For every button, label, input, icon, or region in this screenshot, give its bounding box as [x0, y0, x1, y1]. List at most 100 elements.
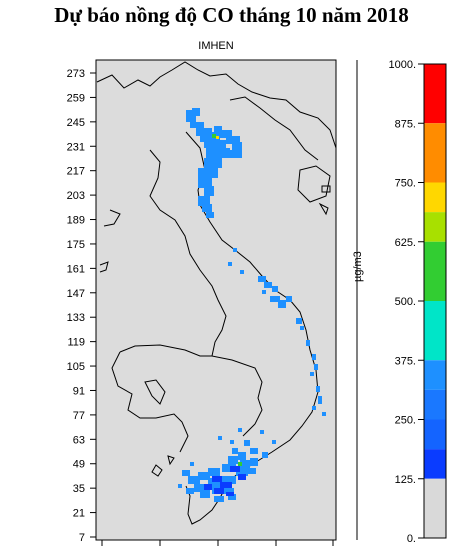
co-cell: [310, 372, 314, 376]
colorbar-unit-label: µg/m3: [352, 251, 364, 282]
co-cell: [314, 364, 318, 370]
colorbar-tick-label: 625.: [395, 237, 416, 249]
co-cell: [248, 468, 256, 474]
map-subtitle: IMHEN: [198, 40, 234, 52]
colorbar-segment: [424, 123, 446, 183]
co-cell: [208, 468, 220, 476]
co-cell: [222, 476, 236, 484]
co-cell: [186, 488, 194, 494]
co-cell: [226, 492, 234, 496]
co-cell: [236, 468, 248, 476]
colorbar-segment: [424, 419, 446, 450]
y-tick-label: 49: [73, 459, 85, 471]
co-cell: [188, 476, 200, 484]
y-tick-label: 119: [67, 337, 85, 349]
co-cell: [186, 110, 192, 116]
colorbar: 1000. 875. 750. 625. 500. 375. 250. 125. 0.: [388, 59, 447, 545]
co-cell: [232, 448, 238, 454]
co-cell: [238, 462, 242, 466]
co-cell: [222, 130, 232, 138]
co-cell: [190, 122, 204, 128]
colorbar-tick-label: 0.: [407, 533, 416, 545]
co-cell: [272, 440, 276, 444]
co-cell: [260, 430, 264, 434]
co-cell: [312, 406, 316, 410]
co-cell: [214, 488, 224, 494]
co-cell: [316, 386, 320, 392]
co-cell: [250, 458, 258, 466]
co-cell: [178, 484, 182, 488]
colorbar-tick-label: 1000.: [388, 59, 416, 71]
colorbar-segment: [424, 241, 446, 301]
co-cell: [212, 134, 216, 138]
co-cell: [222, 488, 234, 494]
co-cell: [306, 340, 310, 346]
y-tick-label: 21: [73, 508, 85, 520]
y-tick-label: 35: [73, 483, 85, 495]
co-cell: [186, 116, 196, 122]
co-cell: [250, 448, 258, 454]
colorbar-segment: [424, 360, 446, 390]
co-cell: [220, 482, 232, 488]
co-cell: [218, 436, 222, 440]
co-cell: [226, 136, 240, 144]
co-cell: [233, 248, 237, 252]
co-cell: [228, 456, 238, 464]
co-cell: [214, 496, 224, 502]
co-cell: [190, 462, 194, 466]
x-axis-ticks: [101, 540, 334, 546]
y-tick-label: 161: [67, 263, 85, 275]
co-cell: [322, 412, 326, 416]
co-cell: [228, 494, 236, 500]
co-cell: [212, 476, 222, 482]
co-cell: [196, 128, 212, 136]
y-tick-label: 63: [73, 434, 85, 446]
co-cell: [300, 326, 304, 330]
co-cell: [200, 490, 210, 498]
co-cell: [218, 148, 230, 158]
colorbar-tick-label: 875.: [395, 118, 416, 130]
colorbar-segment: [424, 389, 446, 420]
y-tick-label: 77: [73, 410, 85, 422]
co-cell: [278, 300, 286, 308]
y-axis: 2732592452312172031891751611471331191059…: [67, 68, 96, 544]
co-cell: [194, 484, 208, 492]
co-cell: [198, 178, 212, 188]
y-tick-label: 91: [73, 385, 85, 397]
co-cell: [206, 212, 214, 218]
co-cell: [198, 196, 210, 206]
colorbar-segment: [424, 64, 446, 124]
co-cell: [270, 296, 280, 302]
y-tick-label: 203: [67, 190, 85, 202]
co-cell: [182, 470, 190, 476]
co-cell: [262, 290, 266, 294]
co-cell: [228, 262, 232, 266]
y-tick-label: 217: [67, 166, 85, 178]
co-cell: [296, 318, 302, 324]
co-cell: [204, 186, 214, 196]
y-tick-label: 147: [67, 288, 85, 300]
co-cell: [264, 282, 272, 288]
co-concentration-layer: [178, 108, 326, 502]
co-cell: [238, 474, 246, 480]
colorbar-tick-label: 500.: [395, 296, 416, 308]
co-cell: [240, 460, 250, 468]
co-cell: [192, 108, 200, 116]
y-tick-label: 133: [67, 312, 85, 324]
co-cell: [204, 158, 222, 168]
colorbar-tick-label: 750.: [395, 178, 416, 190]
y-tick-label: 105: [67, 361, 85, 373]
co-cell: [222, 464, 236, 472]
co-cell: [318, 396, 322, 404]
co-cell: [238, 452, 246, 460]
co-cell: [214, 150, 222, 156]
map-title: Dự báo nồng độ CO tháng 10 năm 2018: [54, 3, 409, 27]
y-tick-label: 273: [67, 68, 85, 80]
co-cell: [204, 140, 226, 148]
co-cell: [230, 440, 234, 444]
co-cell: [228, 150, 242, 158]
co-cell: [238, 428, 242, 432]
y-tick-label: 175: [67, 239, 85, 251]
colorbar-segment: [424, 478, 446, 538]
co-cell: [258, 276, 266, 282]
